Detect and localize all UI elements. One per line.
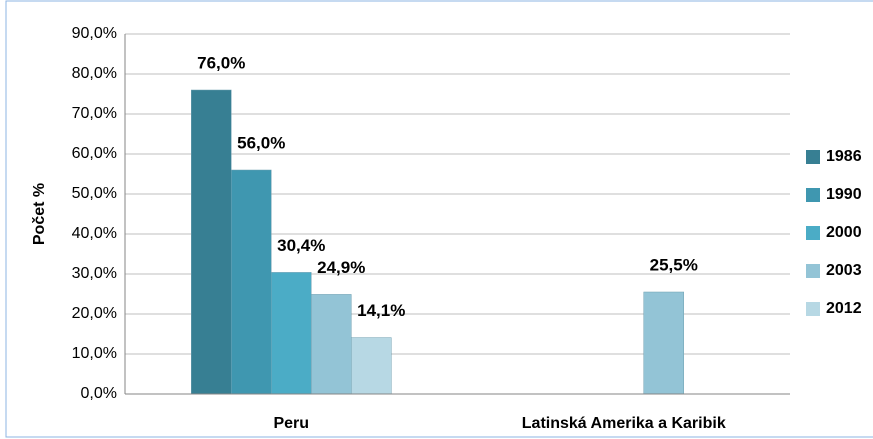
- data-label: 14,1%: [357, 301, 405, 320]
- data-label: 24,9%: [317, 258, 365, 277]
- y-tick-label: 90,0%: [72, 25, 117, 42]
- chart-border: [5, 0, 873, 438]
- legend-swatch: [806, 226, 820, 240]
- legend-label: 2003: [826, 262, 862, 279]
- y-tick-label: 70,0%: [72, 105, 117, 122]
- bar: [643, 291, 684, 395]
- y-tick-label: 60,0%: [72, 145, 117, 162]
- x-tick-label: Latinská Amerika a Karibik: [522, 415, 726, 432]
- y-axis-label: Počet %: [31, 183, 48, 245]
- y-tick-label: 10,0%: [72, 345, 117, 362]
- bar: [351, 337, 392, 395]
- legend-swatch: [806, 188, 820, 202]
- bar: [191, 89, 232, 395]
- data-label: 56,0%: [237, 133, 285, 152]
- y-tick-label: 80,0%: [72, 65, 117, 82]
- legend-label: 1990: [826, 186, 862, 203]
- legend-swatch: [806, 150, 820, 164]
- data-label: 30,4%: [277, 236, 325, 255]
- legend-swatch: [806, 302, 820, 316]
- y-tick-label: 0,0%: [81, 385, 117, 402]
- bar: [271, 272, 312, 395]
- y-tick-label: 30,0%: [72, 265, 117, 282]
- data-label: 25,5%: [650, 255, 698, 274]
- data-label: 76,0%: [197, 53, 245, 72]
- legend-swatch: [806, 264, 820, 278]
- y-tick-label: 40,0%: [72, 225, 117, 242]
- legend-label: 2012: [826, 300, 862, 317]
- y-tick-label: 20,0%: [72, 305, 117, 322]
- legend-label: 1986: [826, 148, 862, 165]
- legend-label: 2000: [826, 224, 862, 241]
- y-tick-label: 50,0%: [72, 185, 117, 202]
- bar: [311, 294, 352, 395]
- bar: [231, 169, 272, 395]
- x-tick-label: Peru: [273, 415, 309, 432]
